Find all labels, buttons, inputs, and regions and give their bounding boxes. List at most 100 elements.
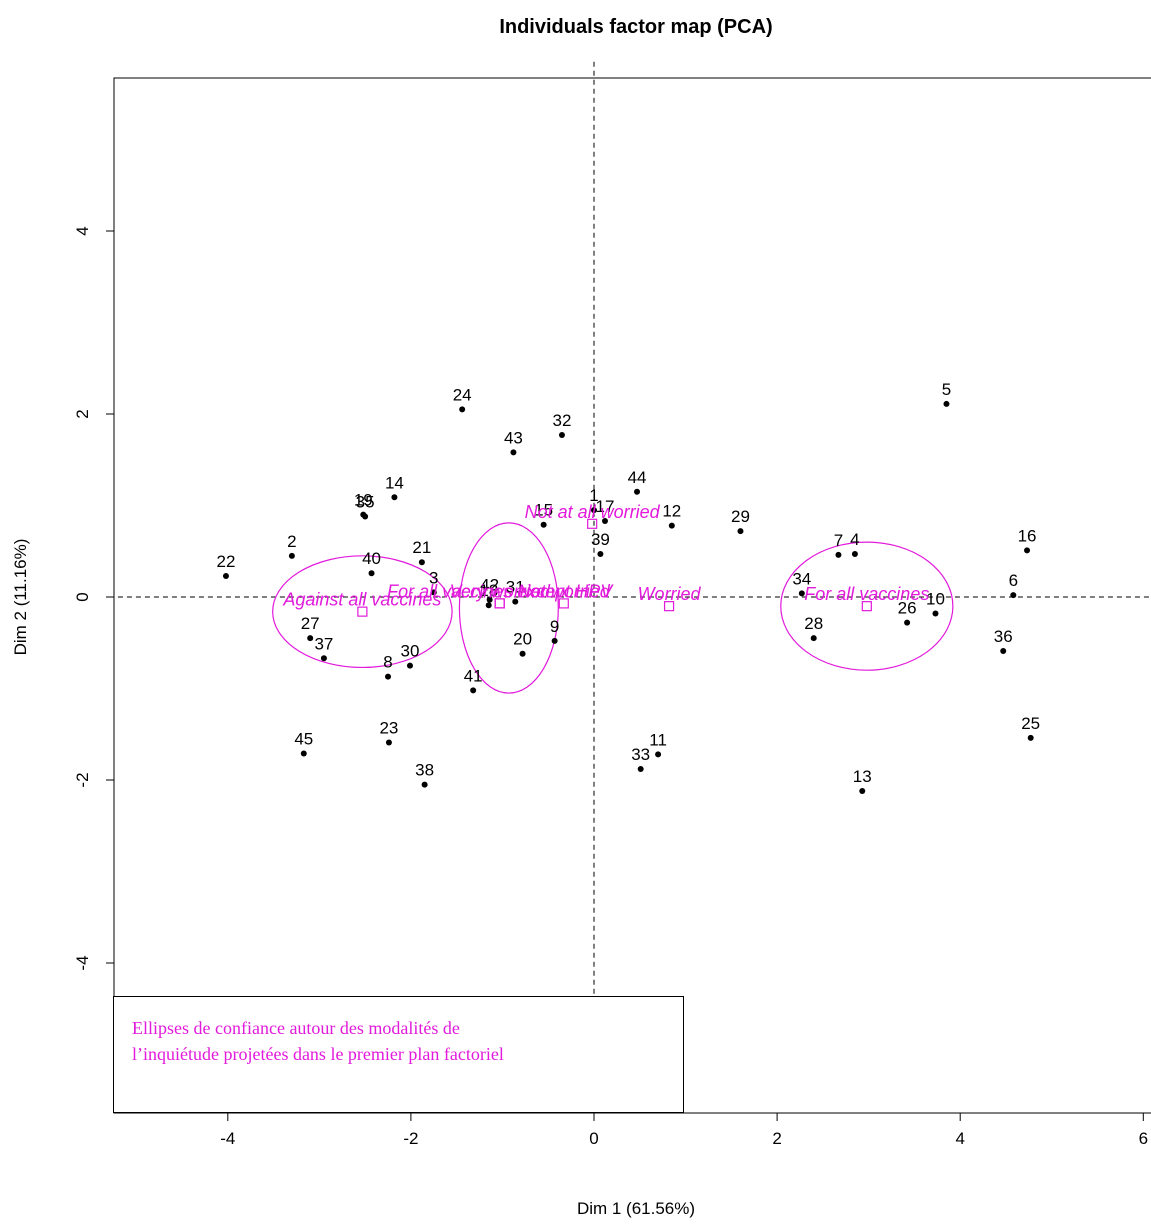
individual-label-30: 30: [401, 642, 420, 661]
individual-label-24: 24: [453, 385, 472, 404]
individual-point-11: [655, 751, 662, 758]
individual-point-41: [470, 687, 477, 694]
individual-point-7: [835, 551, 842, 558]
category-marker-6: [663, 601, 675, 612]
individual-point-4: [851, 550, 858, 557]
individual-label-22: 22: [217, 552, 236, 571]
individual-point-12: [668, 522, 675, 529]
individual-label-32: 32: [552, 411, 571, 430]
individual-label-13: 13: [853, 767, 872, 786]
x-tick-label--4: -4: [220, 1129, 235, 1148]
individual-point-29: [737, 528, 744, 535]
individual-point-3: [430, 589, 437, 596]
individual-point-9: [551, 637, 558, 644]
individual-label-33: 33: [631, 745, 650, 764]
category-marker-4: [558, 598, 569, 609]
category-label-4: Not worried: [518, 581, 611, 601]
confidence-ellipse-3: [780, 541, 954, 671]
plot-frame: [113, 77, 1151, 1114]
individual-point-15: [540, 521, 547, 528]
individual-label-4: 4: [850, 530, 859, 549]
individual-point-33: [637, 766, 644, 773]
confidence-ellipse-1: [272, 555, 453, 669]
individual-label-12: 12: [662, 502, 681, 521]
individual-label-36: 36: [994, 627, 1013, 646]
individual-point-10: [932, 610, 939, 617]
individual-point-42: [486, 596, 493, 603]
individual-point-43: [510, 449, 517, 456]
individual-point-8: [385, 673, 392, 680]
individual-point-6: [1010, 592, 1017, 599]
individual-label-45: 45: [294, 729, 313, 748]
individual-point-13: [859, 787, 866, 794]
individual-point-36: [1000, 647, 1007, 654]
chart-title: Individuals factor map (PCA): [499, 16, 772, 38]
category-label-7: For all vaccines: [804, 584, 929, 604]
x-tick-label-0: 0: [589, 1129, 598, 1148]
individual-label-21: 21: [412, 538, 431, 557]
individual-label-16: 16: [1018, 526, 1037, 545]
category-marker-5: [587, 518, 598, 529]
category-marker-1: [357, 606, 368, 617]
individual-label-9: 9: [550, 617, 559, 636]
individual-point-28: [810, 635, 817, 642]
individual-label-31: 31: [506, 578, 525, 597]
individual-point-5: [943, 400, 950, 407]
individual-point-16: [1024, 547, 1031, 554]
individual-point-27: [307, 635, 314, 642]
individual-point-24: [459, 406, 466, 413]
individual-label-11: 11: [649, 730, 667, 749]
individual-label-14: 14: [385, 473, 404, 492]
individual-label-42: 42: [480, 576, 499, 595]
individual-label-10: 10: [926, 589, 945, 608]
individual-point-31: [512, 598, 519, 605]
individual-point-37: [320, 655, 327, 662]
individual-label-29: 29: [731, 507, 750, 526]
individual-point-35: [362, 513, 369, 520]
x-axis-label: Dim 1 (61.56%): [577, 1199, 695, 1218]
individual-label-35: 35: [356, 492, 375, 511]
individual-label-15: 15: [534, 501, 553, 520]
individual-point-22: [222, 572, 229, 579]
individual-label-44: 44: [628, 468, 647, 487]
individual-label-19: 19: [354, 491, 373, 510]
individual-point-38: [421, 781, 428, 788]
individual-label-23: 23: [379, 718, 398, 737]
category-marker-7: [861, 601, 872, 612]
individual-point-40: [368, 570, 375, 577]
y-tick-label--2: -2: [73, 772, 92, 787]
individual-label-41: 41: [464, 666, 483, 685]
individual-label-17: 17: [596, 497, 615, 516]
x-tick-label-2: 2: [772, 1129, 781, 1148]
category-label-6: Worried: [638, 584, 702, 604]
y-tick-label-2: 2: [73, 409, 92, 418]
x-tick-label-4: 4: [955, 1129, 964, 1148]
category-label-2: For all vaccines except HPV: [387, 581, 614, 601]
individual-label-26: 26: [898, 599, 917, 618]
confidence-ellipse-2: [458, 522, 559, 694]
individual-point-45: [300, 750, 307, 757]
individual-label-18: 18: [479, 581, 498, 600]
individual-point-34: [798, 590, 805, 597]
individual-label-43: 43: [504, 428, 523, 447]
individual-label-38: 38: [415, 761, 434, 780]
y-tick-label-0: 0: [73, 592, 92, 601]
y-tick-label-4: 4: [73, 226, 92, 235]
x-tick-label--2: -2: [403, 1129, 418, 1148]
individual-label-5: 5: [942, 380, 951, 399]
individual-label-39: 39: [591, 530, 610, 549]
individual-label-1: 1: [589, 486, 598, 505]
annotation-line-1: Ellipses de confiance autour des modalit…: [132, 1018, 460, 1038]
individual-label-37: 37: [314, 634, 333, 653]
individual-point-20: [519, 650, 526, 657]
individual-point-14: [391, 494, 398, 501]
y-axis-label: Dim 2 (11.16%): [11, 539, 30, 656]
individual-point-21: [418, 559, 425, 566]
individual-point-44: [634, 488, 641, 495]
individual-point-18: [485, 602, 492, 609]
individual-label-7: 7: [834, 531, 843, 550]
individual-label-40: 40: [362, 549, 381, 568]
individual-label-25: 25: [1021, 714, 1040, 733]
category-label-5: Not at all worried: [525, 502, 661, 522]
